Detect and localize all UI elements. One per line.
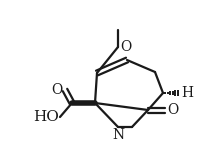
Text: O: O	[51, 83, 63, 97]
Text: N: N	[111, 128, 123, 142]
Text: H: H	[180, 86, 192, 100]
Text: O: O	[166, 103, 177, 117]
Text: O: O	[119, 40, 131, 54]
Text: HO: HO	[33, 110, 59, 124]
